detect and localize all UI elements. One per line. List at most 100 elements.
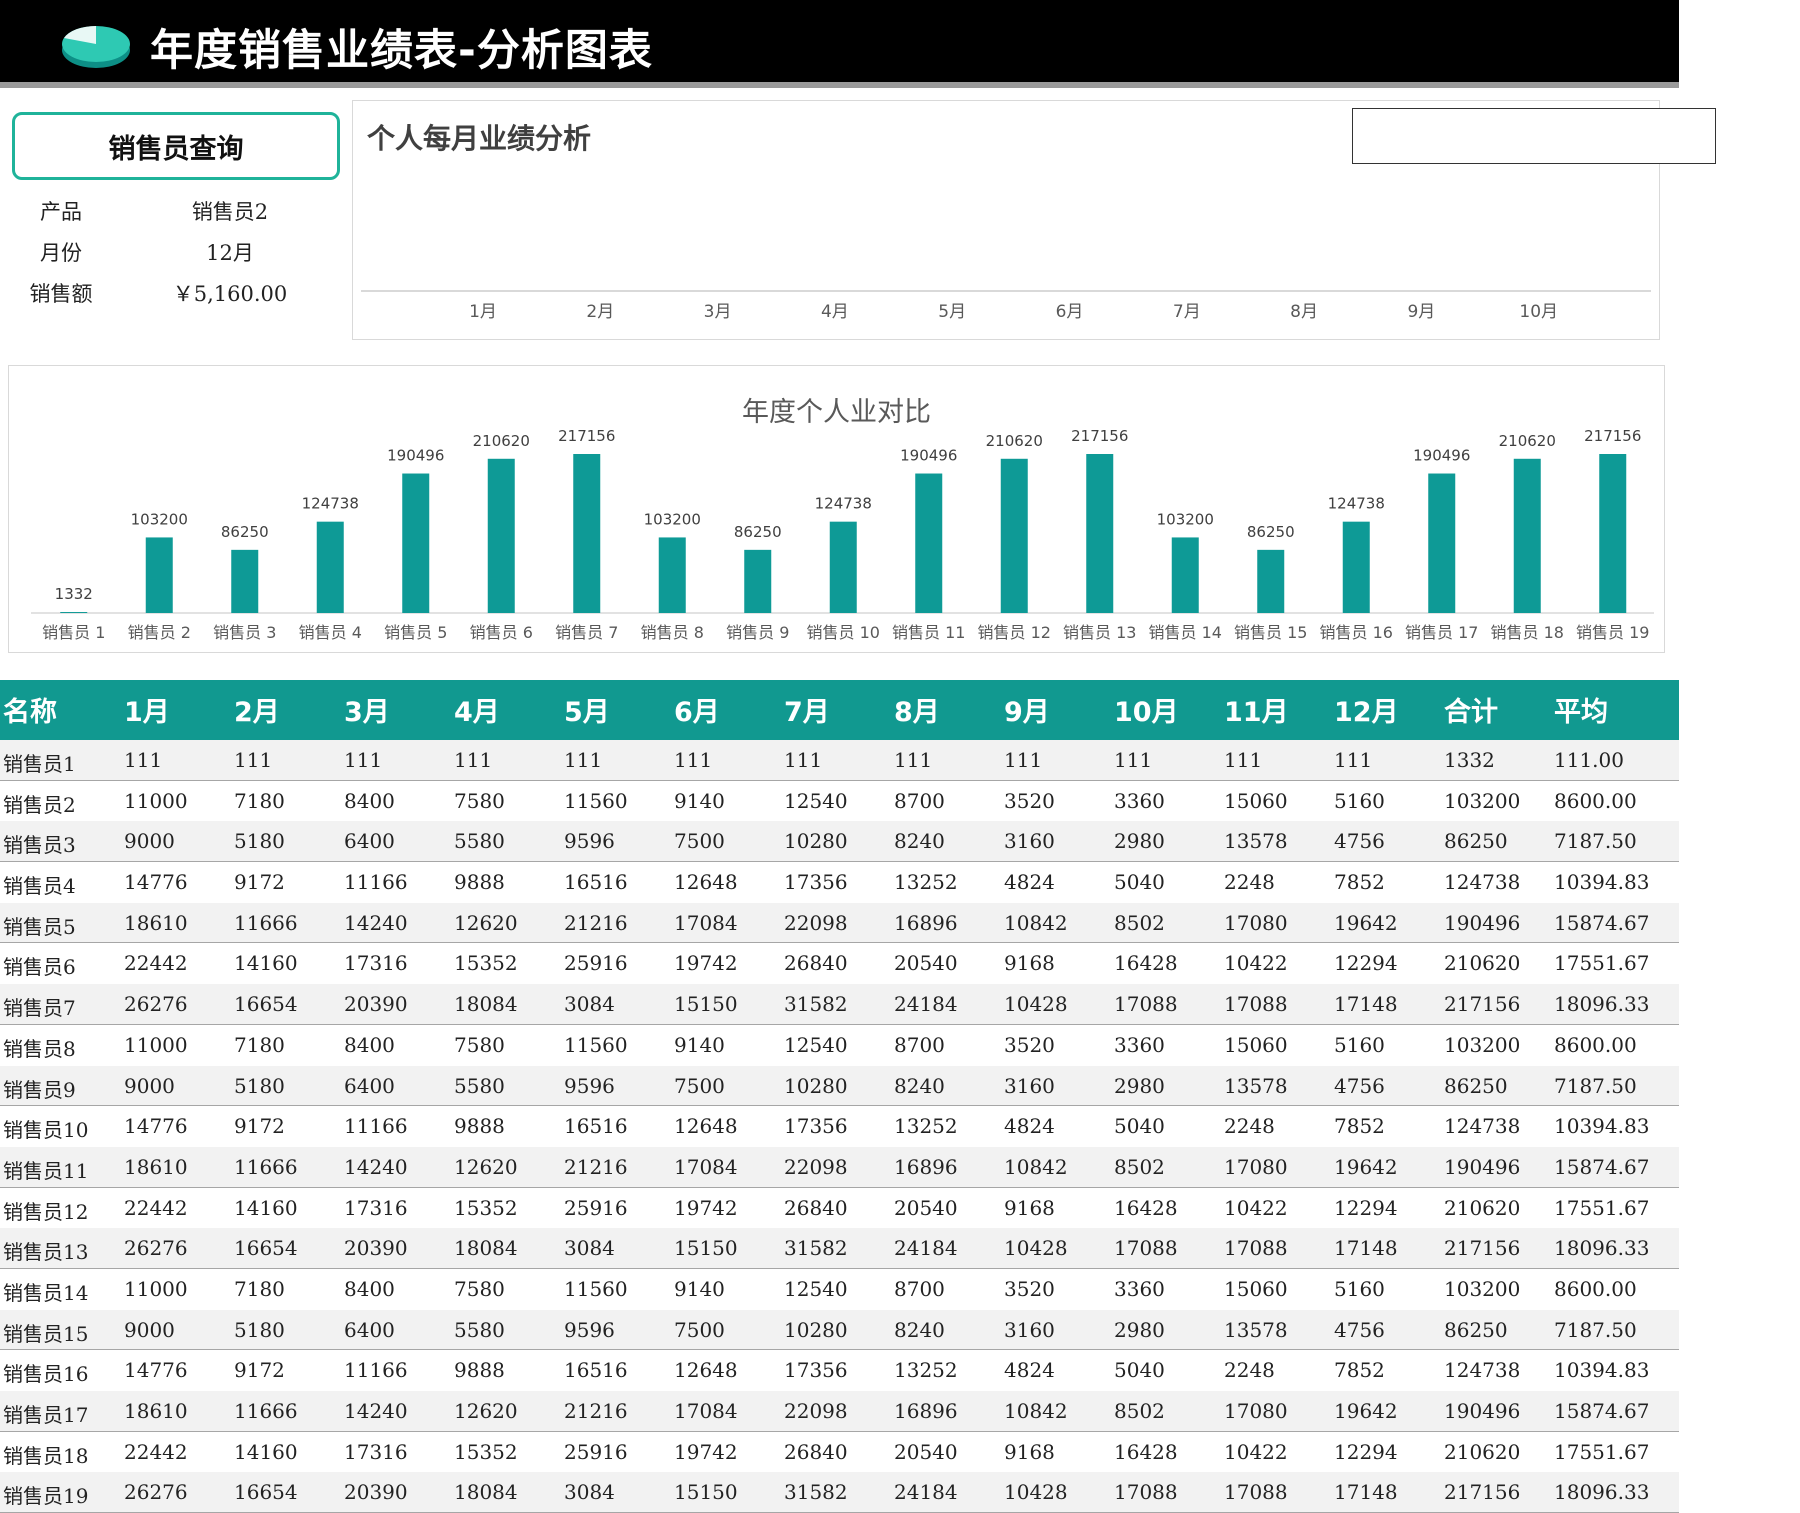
table-cell: 17084 — [674, 1154, 738, 1179]
table-cell: 12648 — [674, 1114, 738, 1139]
table-cell: 16516 — [564, 1114, 628, 1139]
column-header[interactable]: 3月 — [344, 697, 390, 728]
table-cell: 17148 — [1334, 1480, 1398, 1505]
table-cell: 20390 — [344, 1480, 408, 1505]
table-cell: 17551.67 — [1554, 1195, 1650, 1220]
table-cell: 8240 — [894, 829, 945, 854]
bar[interactable] — [60, 612, 88, 613]
bar-value-label: 103200 — [644, 510, 701, 528]
bar[interactable] — [1513, 458, 1541, 613]
bar[interactable] — [915, 473, 943, 613]
table-cell: 9168 — [1004, 1439, 1055, 1464]
bar[interactable] — [1342, 521, 1370, 613]
column-header[interactable]: 8月 — [894, 697, 940, 728]
table-cell: 8502 — [1114, 1399, 1165, 1423]
table-cell: 7580 — [454, 1276, 505, 1301]
table-cell: 18084 — [454, 992, 518, 1017]
product-select[interactable]: 销售员2 — [191, 200, 269, 224]
table-cell: 18096.33 — [1554, 992, 1650, 1017]
x-tick-label: 销售员 10 — [807, 623, 880, 642]
table-cell: 21216 — [564, 910, 628, 935]
table-cell: 4824 — [1004, 1114, 1055, 1139]
annual-comparison-chart[interactable]: 年度个人业对比 1332 销售员 1 103200 销售员 2 86250 销售员 3 12… — [8, 365, 1665, 653]
row-name-cell: 销售员2 — [3, 792, 76, 817]
bar[interactable] — [316, 521, 344, 613]
table-cell: 6400 — [344, 829, 395, 854]
table-cell: 11000 — [124, 788, 188, 813]
bar[interactable] — [829, 521, 857, 613]
table-cell: 12294 — [1334, 1439, 1398, 1464]
column-header[interactable]: 12月 — [1334, 697, 1399, 728]
table-cell: 15874.67 — [1554, 1399, 1650, 1423]
table-cell: 3160 — [1004, 1317, 1055, 1342]
bar[interactable] — [487, 458, 515, 613]
table-cell: 111 — [454, 748, 493, 772]
x-tick-label: 销售员 14 — [1149, 623, 1222, 642]
bar[interactable] — [1086, 454, 1114, 613]
bar[interactable] — [231, 549, 259, 613]
table-cell: 15060 — [1224, 1032, 1288, 1057]
column-header[interactable]: 4月 — [454, 697, 500, 728]
table-cell: 86250 — [1444, 1317, 1508, 1342]
bar[interactable] — [573, 454, 601, 613]
bar[interactable] — [1171, 537, 1199, 613]
table-row: 销售员1 111 111 111 111 111 111 111 111 111 111 111 111… — [0, 740, 1679, 781]
row-name-cell: 销售员15 — [3, 1321, 89, 1346]
bar[interactable] — [1000, 458, 1028, 613]
bar-value-label: 217156 — [1071, 427, 1128, 445]
table-cell: 9596 — [564, 1073, 615, 1098]
bar[interactable] — [658, 537, 686, 613]
table-cell: 12620 — [454, 910, 518, 935]
table-cell: 20390 — [344, 992, 408, 1017]
bar[interactable] — [1599, 454, 1627, 613]
bar[interactable] — [744, 549, 772, 613]
month-select[interactable]: 12月 — [206, 241, 254, 265]
table-cell: 24184 — [894, 992, 958, 1017]
column-header[interactable]: 11月 — [1224, 697, 1289, 728]
bar-value-label: 124738 — [1328, 495, 1385, 513]
table-cell: 210620 — [1444, 1439, 1521, 1464]
table-cell: 5040 — [1114, 870, 1165, 895]
table-cell: 19742 — [674, 951, 738, 976]
table-cell: 25916 — [564, 1439, 628, 1464]
table-cell: 12294 — [1334, 951, 1398, 976]
column-header[interactable]: 5月 — [564, 697, 610, 728]
column-header[interactable]: 名称 — [3, 697, 57, 728]
bar[interactable] — [1428, 473, 1456, 613]
bar[interactable] — [145, 537, 173, 613]
table-cell: 31582 — [784, 992, 848, 1017]
monthly-chart-plot: 1月 2月 3月 4月 5月 6月 7月 8月 9月 10月 — [361, 290, 1651, 322]
column-header[interactable]: 7月 — [784, 697, 830, 728]
table-cell: 20390 — [344, 1236, 408, 1261]
table-cell: 10422 — [1224, 1439, 1288, 1464]
table-cell: 24184 — [894, 1236, 958, 1261]
table-cell: 111 — [894, 748, 933, 772]
salesperson-query-button[interactable]: 销售员查询 — [12, 112, 340, 180]
bar-value-label: 86250 — [1247, 523, 1295, 541]
table-cell: 9000 — [124, 1317, 175, 1342]
column-header[interactable]: 10月 — [1114, 697, 1179, 728]
title-bar: 年度销售业绩表-分析图表 — [0, 0, 1679, 88]
x-tick-label: 销售员 9 — [726, 623, 789, 642]
bar[interactable] — [1257, 549, 1285, 613]
table-cell: 13578 — [1224, 1317, 1288, 1342]
column-header[interactable]: 1月 — [124, 697, 170, 728]
table-cell: 111 — [564, 748, 603, 772]
chart-title: 年度个人业对比 — [742, 397, 931, 428]
table-cell: 10428 — [1004, 1480, 1068, 1505]
bar[interactable] — [402, 473, 430, 613]
table-cell: 8400 — [344, 1276, 395, 1301]
query-row-month: 月份 12月 — [0, 237, 340, 275]
query-label: 销售额 — [29, 282, 93, 306]
table-row: 销售员3 9000 5180 6400 5580 9596 7500 10280 8240 316… — [0, 821, 1679, 863]
table-cell: 14160 — [234, 1195, 298, 1220]
table-cell: 14240 — [344, 1154, 408, 1179]
column-header[interactable]: 合计 — [1444, 697, 1498, 728]
x-tick-label: 销售员 3 — [213, 623, 276, 642]
column-header[interactable]: 2月 — [234, 697, 280, 728]
column-header[interactable]: 9月 — [1004, 697, 1050, 728]
column-header[interactable]: 平均 — [1554, 697, 1608, 728]
table-cell: 7187.50 — [1554, 829, 1637, 854]
table-cell: 5040 — [1114, 1114, 1165, 1139]
column-header[interactable]: 6月 — [674, 697, 720, 728]
